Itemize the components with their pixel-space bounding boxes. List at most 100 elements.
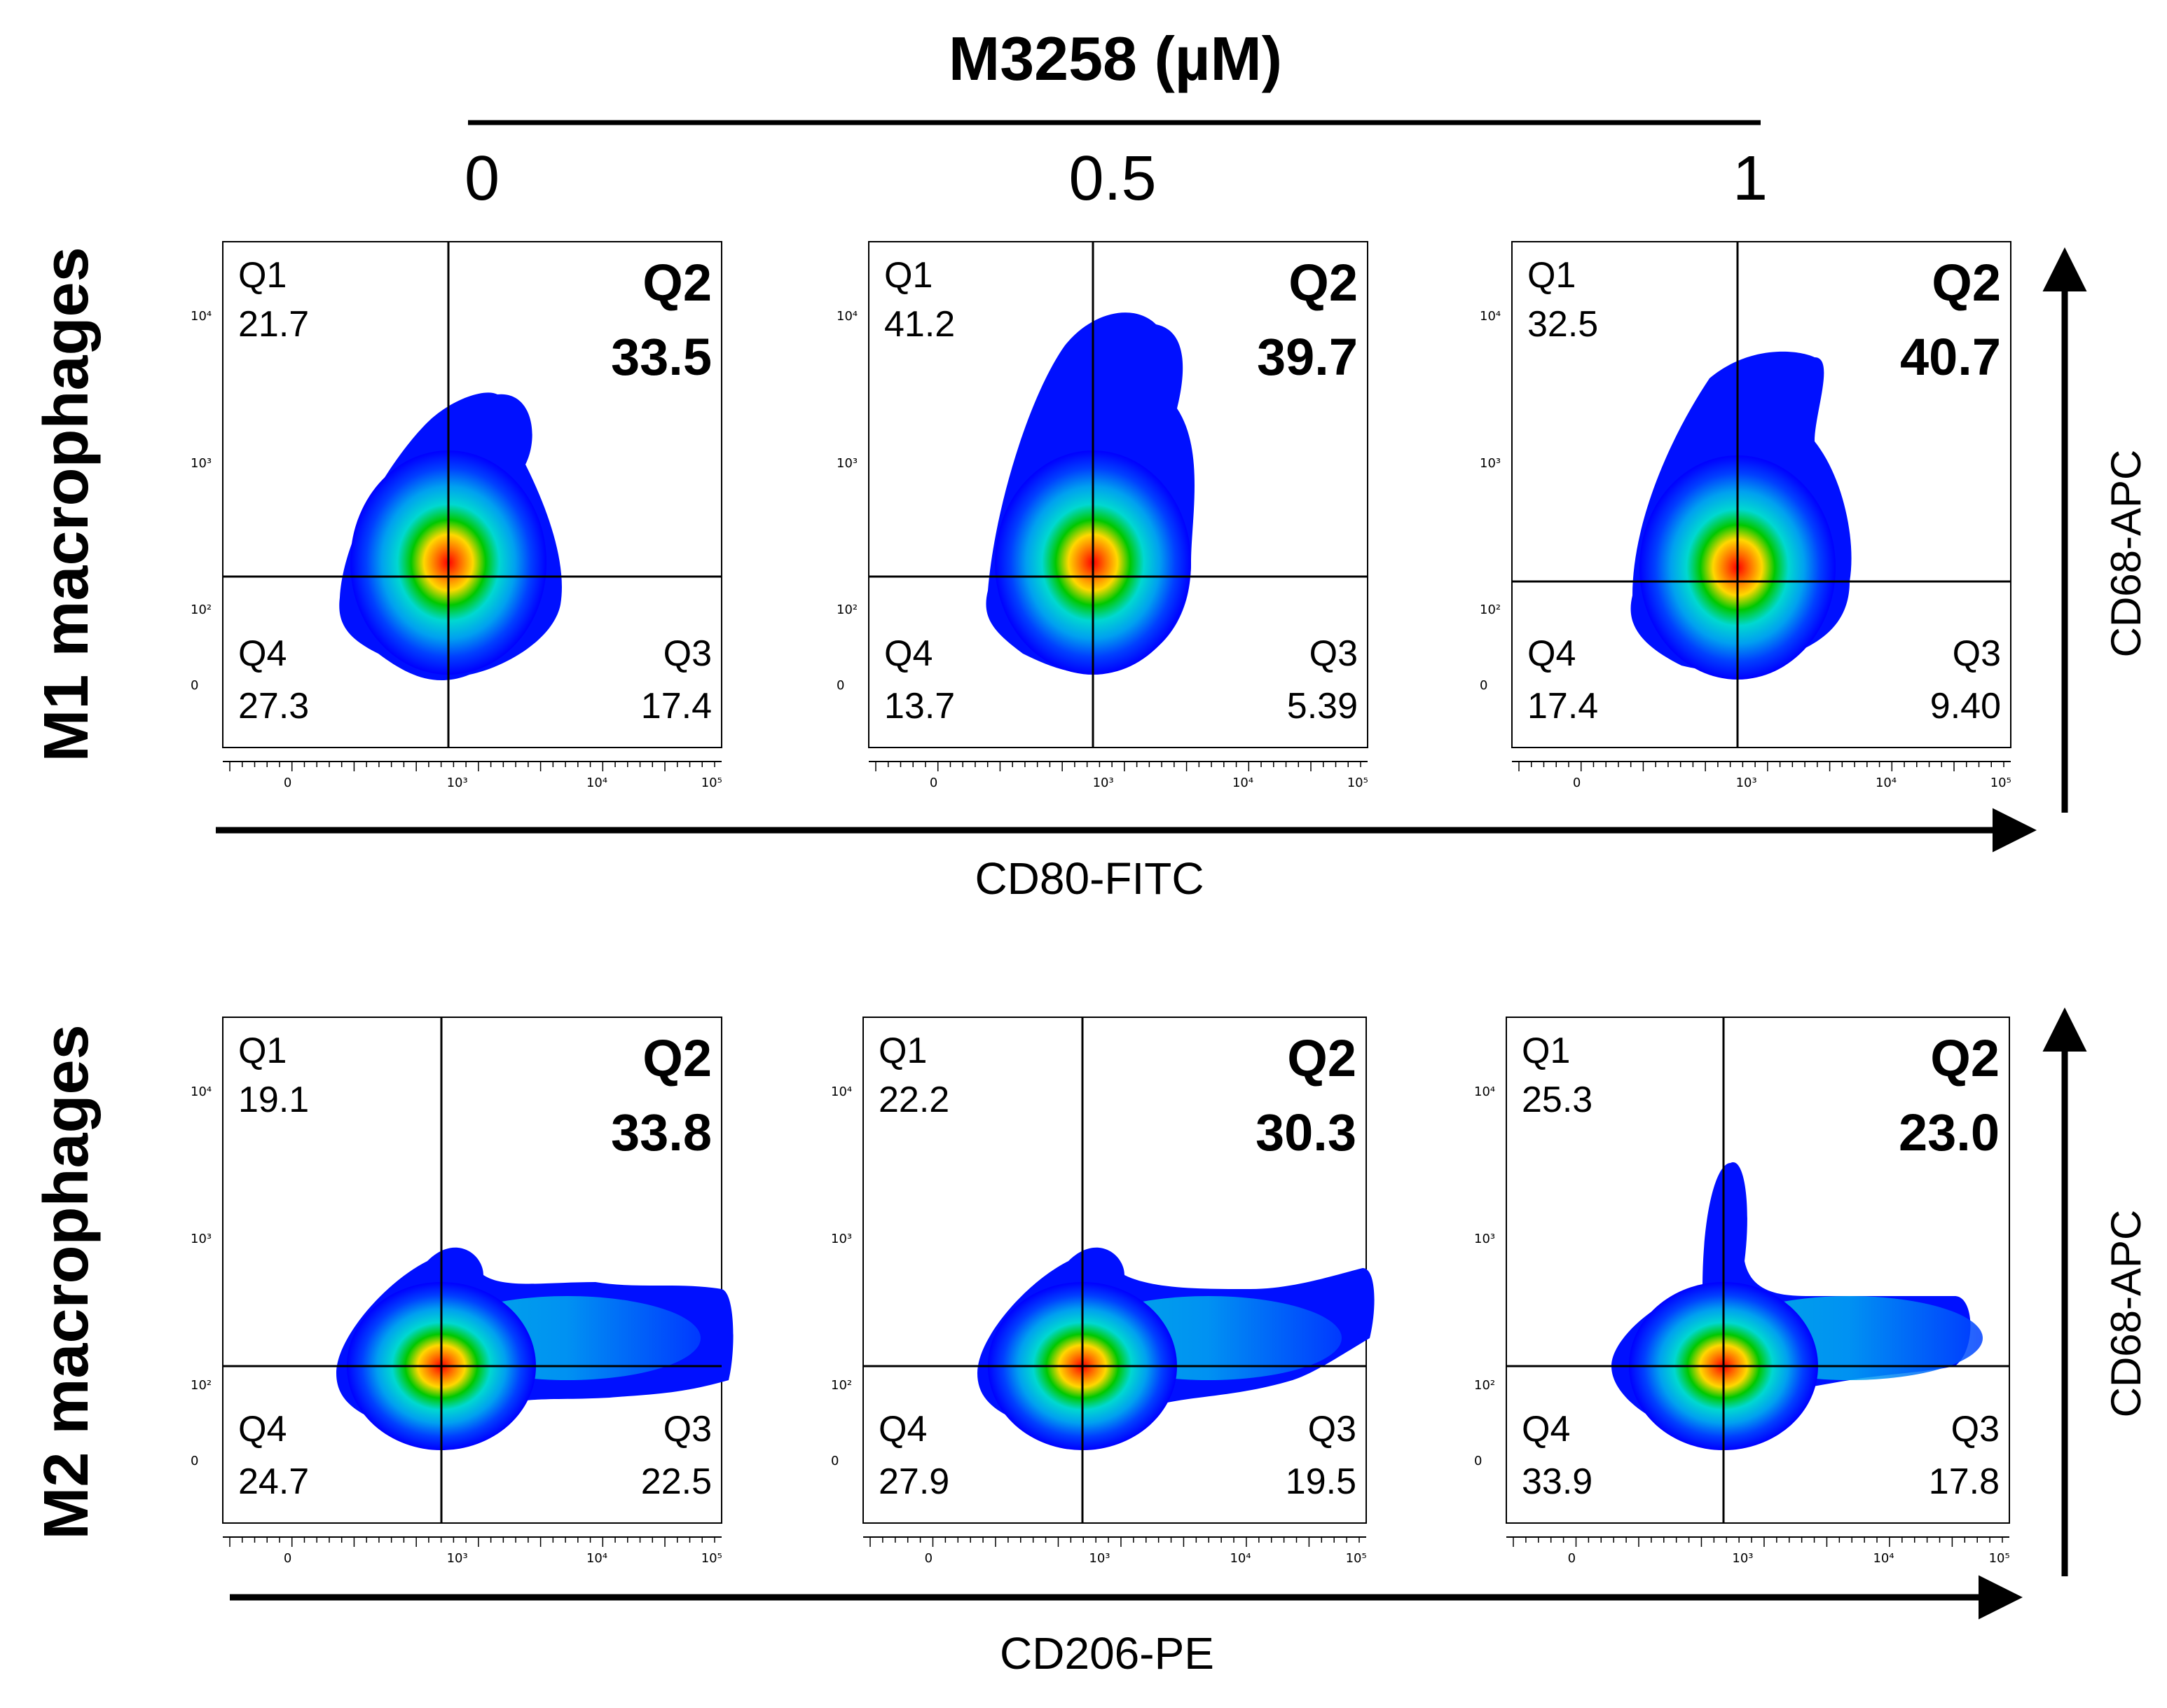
x-tick-label: 10⁴ — [586, 1551, 608, 1566]
x-tick-label: 10³ — [1732, 1551, 1754, 1566]
density-panel — [868, 241, 1368, 771]
x-tick-label: 10⁵ — [1345, 1551, 1367, 1566]
y-tick-label: 10² — [837, 602, 858, 618]
y-tick-label: 10³ — [1480, 455, 1501, 471]
x-tick-label: 10³ — [1735, 776, 1757, 790]
y-tick-label: 10⁴ — [831, 1084, 853, 1100]
y-tick-label: 10⁴ — [1480, 309, 1501, 324]
q3-label: Q3 — [663, 1409, 712, 1449]
y-tick-label: 10² — [1474, 1378, 1496, 1393]
x-tick-label: 10⁴ — [1875, 776, 1897, 790]
q3-value: 5.39 — [1286, 686, 1358, 726]
q2-value: 33.8 — [610, 1103, 712, 1162]
q2-value: 33.5 — [610, 328, 712, 386]
q2-label: Q2 — [1287, 1029, 1356, 1087]
density-panel — [222, 1017, 734, 1547]
x-tick-label: 0 — [1567, 1551, 1576, 1566]
y-tick-label: 0 — [191, 678, 199, 694]
x-tick-label: 10⁴ — [1873, 1551, 1894, 1566]
y-tick-label: 10⁴ — [191, 1084, 212, 1100]
q3-label: Q3 — [663, 633, 712, 674]
x-tick-label: 10⁵ — [1988, 1551, 2010, 1566]
q2-label: Q2 — [642, 1029, 712, 1087]
q4-label: Q4 — [1522, 1409, 1571, 1449]
q4-value: 24.7 — [238, 1461, 310, 1502]
q3-label: Q3 — [1952, 633, 2001, 674]
x-tick-label: 0 — [1572, 776, 1581, 790]
y-tick-label: 10⁴ — [837, 309, 858, 324]
y-tick-label: 10³ — [191, 1231, 212, 1246]
q4-value: 33.9 — [1522, 1461, 1593, 1502]
q1-label: Q1 — [1522, 1031, 1571, 1071]
x-tick-label: 0 — [283, 1551, 292, 1566]
q1-label: Q1 — [879, 1031, 928, 1071]
chart-title: M3258 (µM) — [948, 24, 1283, 93]
y-tick-label: 10³ — [837, 455, 858, 471]
row-label-m1: M1 macrophages — [32, 247, 102, 762]
density-panel — [862, 1017, 1375, 1547]
density-panel — [222, 241, 722, 771]
x-tick-label: 0 — [283, 776, 292, 790]
y-tick-label: 10² — [1480, 602, 1501, 618]
q4-label: Q4 — [238, 1409, 287, 1449]
y-tick-label: 0 — [831, 1454, 839, 1469]
row-label-m2: M2 macrophages — [32, 1024, 102, 1540]
x-tick-label: 10⁴ — [586, 776, 608, 790]
x-axis-label-row2: CD206-PE — [1000, 1628, 1214, 1679]
q2-label: Q2 — [642, 254, 712, 312]
q1-value: 41.2 — [884, 304, 956, 345]
q2-value: 30.3 — [1255, 1103, 1356, 1162]
q2-label: Q2 — [1930, 1029, 2000, 1087]
density-panel — [1511, 241, 2011, 771]
q3-label: Q3 — [1307, 1409, 1356, 1449]
y-tick-label: 0 — [1480, 678, 1488, 694]
q1-value: 32.5 — [1527, 304, 1599, 345]
y-axis-label-row1: CD68-APC — [2103, 449, 2149, 658]
q4-value: 17.4 — [1527, 686, 1599, 726]
x-tick-label: 10³ — [446, 1551, 468, 1566]
q2-value: 40.7 — [1899, 328, 2001, 386]
y-tick-label: 0 — [1474, 1454, 1482, 1469]
q1-value: 19.1 — [238, 1080, 310, 1120]
q3-value: 17.4 — [640, 686, 712, 726]
dose-label-0: 0 — [464, 144, 500, 214]
x-tick-label: 0 — [924, 1551, 933, 1566]
q3-label: Q3 — [1309, 633, 1358, 674]
x-tick-label: 10⁵ — [701, 1551, 722, 1566]
y-tick-label: 10² — [191, 602, 212, 618]
q4-label: Q4 — [884, 633, 933, 674]
q1-label: Q1 — [238, 255, 287, 296]
x-tick-label: 10³ — [1092, 776, 1114, 790]
q4-label: Q4 — [238, 633, 287, 674]
q4-label: Q4 — [1527, 633, 1576, 674]
q2-label: Q2 — [1288, 254, 1358, 312]
y-tick-label: 0 — [837, 678, 845, 694]
x-tick-label: 10³ — [446, 776, 468, 790]
x-axis-label-row1: CD80-FITC — [975, 853, 1204, 904]
y-tick-label: 10⁴ — [1474, 1084, 1496, 1100]
y-axis-label-row2: CD68-APC — [2103, 1209, 2149, 1418]
q4-value: 27.9 — [879, 1461, 950, 1502]
y-tick-label: 10⁴ — [191, 309, 212, 324]
y-tick-label: 10² — [831, 1378, 853, 1393]
y-tick-label: 10³ — [1474, 1231, 1496, 1246]
dose-label-0.5: 0.5 — [1068, 144, 1157, 214]
x-tick-label: 10⁵ — [1990, 776, 2011, 790]
x-tick-label: 10⁴ — [1232, 776, 1254, 790]
q1-label: Q1 — [238, 1031, 287, 1071]
q4-label: Q4 — [879, 1409, 928, 1449]
q1-value: 21.7 — [238, 304, 310, 345]
density-panel — [1506, 1017, 2010, 1547]
q3-label: Q3 — [1951, 1409, 2000, 1449]
x-tick-label: 0 — [929, 776, 938, 790]
y-tick-label: 10² — [191, 1378, 212, 1393]
x-tick-label: 10⁴ — [1230, 1551, 1251, 1566]
q1-label: Q1 — [1527, 255, 1576, 296]
q2-label: Q2 — [1932, 254, 2001, 312]
x-tick-label: 10⁵ — [701, 776, 722, 790]
y-tick-label: 0 — [191, 1454, 199, 1469]
q2-value: 39.7 — [1256, 328, 1358, 386]
q3-value: 19.5 — [1285, 1461, 1356, 1502]
